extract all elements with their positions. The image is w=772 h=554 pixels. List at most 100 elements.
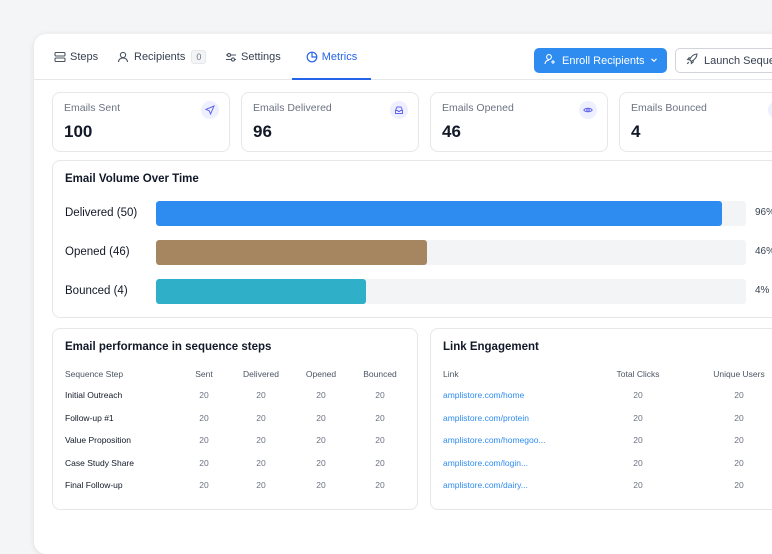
table-row: Initial Outreach 20 20 20 20 [65,384,411,407]
table-row: Follow-up #1 20 20 20 20 [65,407,411,430]
total-clicks-cell: 20 [633,435,643,446]
sent-cell: 20 [199,390,209,401]
app-window: Steps Recipients 0 Settings Metrics E [34,34,772,554]
sent-cell: 20 [199,435,209,446]
volume-row-percent: 46% [755,246,772,257]
volume-bar-track [156,240,746,265]
recipients-count-badge: 0 [191,49,207,64]
sent-cell: 20 [199,480,209,491]
enroll-recipients-label: Enroll Recipients [562,54,645,67]
table-row: Value Proposition 20 20 20 20 [65,429,411,452]
unique-users-cell: 20 [734,435,744,446]
pie-chart-icon [306,51,318,63]
tab-metrics[interactable]: Metrics [292,34,371,80]
tab-steps-label: Steps [70,50,99,63]
sliders-icon [225,51,237,63]
volume-row-label: Opened (46) [65,246,130,258]
email-volume-card: Email Volume Over Time Delivered (50) 96… [52,160,772,318]
bounced-cell: 20 [375,480,385,491]
unique-users-cell: 20 [734,480,744,491]
delivered-cell: 20 [256,435,266,446]
tab-metrics-label: Metrics [321,50,358,63]
link-url[interactable]: amplistore.com/home [443,390,525,401]
unique-users-cell: 20 [734,457,744,468]
link-url[interactable]: amplistore.com/homegoo... [443,435,546,446]
tab-settings[interactable]: Settings [225,34,281,79]
opened-cell: 20 [316,457,326,468]
stat-label: Emails Bounced [631,102,707,114]
stat-value: 4 [631,122,641,141]
rocket-icon [686,53,698,68]
stat-card-emails-delivered: Emails Delivered 96 [241,92,419,152]
enroll-recipients-button[interactable]: Enroll Recipients [534,48,667,73]
steps-icon [54,51,66,63]
tab-steps[interactable]: Steps [54,34,98,79]
table-row: amplistore.com/homegoo... 20 20 [443,429,772,452]
step-name-cell: Initial Outreach [65,390,123,401]
bounce-icon [768,101,772,119]
link-url[interactable]: amplistore.com/login... [443,457,529,468]
table-row: amplistore.com/home 20 20 [443,384,772,407]
column-header: Opened [305,368,337,379]
sent-cell: 20 [199,457,209,468]
delivered-cell: 20 [256,480,266,491]
email-volume-title: Email Volume Over Time [65,173,199,185]
opened-cell: 20 [316,412,326,423]
total-clicks-cell: 20 [633,480,643,491]
table-row: Final Follow-up 20 20 20 20 [65,474,411,497]
sequence-performance-title: Email performance in sequence steps [65,341,272,353]
column-header: Delivered [243,368,279,379]
tab-recipients[interactable]: Recipients 0 [117,34,207,79]
stat-label: Emails Delivered [253,102,332,114]
total-clicks-cell: 20 [633,412,643,423]
opened-cell: 20 [316,390,326,401]
delivered-cell: 20 [256,457,266,468]
stat-value: 46 [442,122,461,141]
column-header: Unique Users [713,368,765,379]
bounced-cell: 20 [375,412,385,423]
bounced-cell: 20 [375,435,385,446]
volume-bar-track [156,201,746,226]
volume-bar-track [156,279,746,304]
stat-card-emails-opened: Emails Opened 46 [430,92,608,152]
launch-sequence-label: Launch Sequence [704,54,772,67]
volume-bar-bounced [156,279,367,304]
sent-cell: 20 [199,412,209,423]
link-engagement-table: Link Total Clicks Unique Users amplistor… [443,363,772,497]
add-user-icon [544,53,556,68]
table-row: amplistore.com/login... 20 20 [443,452,772,475]
launch-sequence-button[interactable]: Launch Sequence [675,48,772,73]
top-bar: Steps Recipients 0 Settings Metrics E [34,34,772,80]
stat-value: 96 [253,122,272,141]
chevron-down-icon [649,55,659,68]
volume-bar-delivered [156,201,723,226]
link-url[interactable]: amplistore.com/protein [443,412,529,423]
delivered-cell: 20 [256,412,266,423]
eye-icon [579,101,597,119]
volume-row-label: Bounced (4) [65,285,128,297]
total-clicks-cell: 20 [633,457,643,468]
volume-bar-opened [156,240,428,265]
table-header-row: Sequence Step Sent Delivered Opened Boun… [65,363,411,384]
column-header: Link [443,368,459,379]
link-url[interactable]: amplistore.com/dairy... [443,480,528,491]
unique-users-cell: 20 [734,390,744,401]
tab-recipients-label: Recipients [134,50,186,63]
column-header: Sequence Step [65,368,124,379]
stat-card-emails-sent: Emails Sent 100 [52,92,230,152]
link-engagement-title: Link Engagement [443,341,539,353]
sequence-performance-card: Email performance in sequence steps Sequ… [52,328,418,510]
table-row: amplistore.com/protein 20 20 [443,407,772,430]
step-name-cell: Case Study Share [65,457,134,468]
table-row: amplistore.com/dairy... 20 20 [443,474,772,497]
bounced-cell: 20 [375,457,385,468]
delivered-cell: 20 [256,390,266,401]
column-header: Total Clicks [616,368,660,379]
unique-users-cell: 20 [734,412,744,423]
send-icon [201,101,219,119]
step-name-cell: Follow-up #1 [65,412,114,423]
column-header: Bounced [363,368,397,379]
step-name-cell: Final Follow-up [65,480,123,491]
opened-cell: 20 [316,480,326,491]
stat-label: Emails Sent [64,102,121,114]
